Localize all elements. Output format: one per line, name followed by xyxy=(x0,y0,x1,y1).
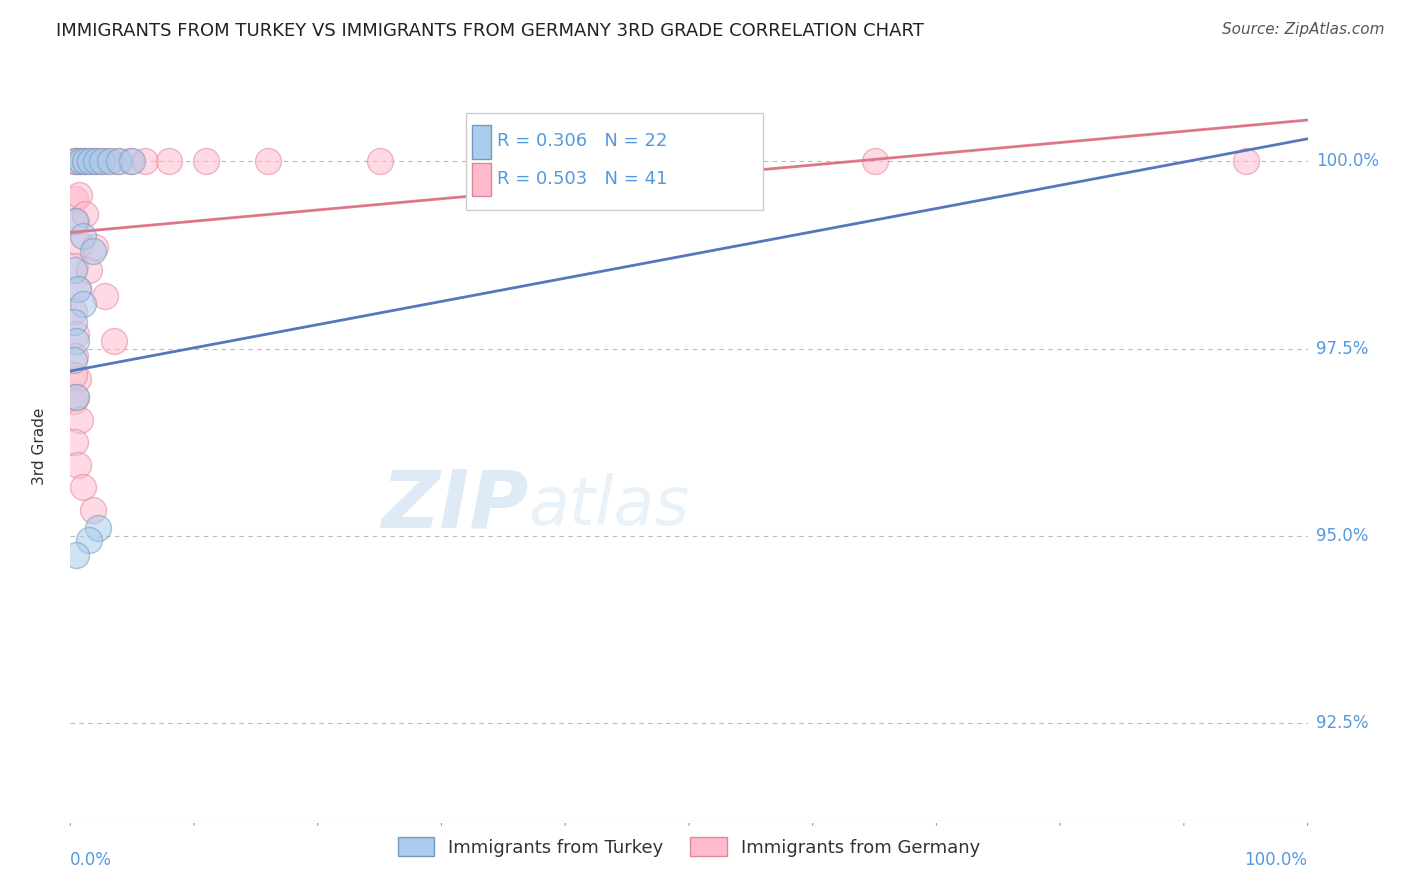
Point xyxy=(368,154,391,169)
Point xyxy=(72,480,94,494)
Point xyxy=(121,154,143,169)
Text: R = 0.306   N = 22: R = 0.306 N = 22 xyxy=(498,132,668,150)
Point xyxy=(98,154,121,169)
Point xyxy=(77,533,100,547)
Point xyxy=(63,315,86,329)
Point xyxy=(863,154,886,169)
Text: 92.5%: 92.5% xyxy=(1316,714,1368,732)
FancyBboxPatch shape xyxy=(472,125,491,159)
Point xyxy=(67,188,90,202)
Point xyxy=(75,207,97,221)
Point xyxy=(66,371,89,385)
Point xyxy=(72,296,94,310)
Point xyxy=(105,154,128,169)
Point xyxy=(103,334,125,348)
Text: atlas: atlas xyxy=(529,473,689,539)
Point xyxy=(84,240,107,254)
FancyBboxPatch shape xyxy=(467,112,763,210)
Point xyxy=(157,154,180,169)
Point xyxy=(65,259,87,273)
Text: R = 0.503   N = 41: R = 0.503 N = 41 xyxy=(498,169,668,187)
Point xyxy=(63,394,86,409)
Point xyxy=(86,521,108,535)
Point xyxy=(195,154,218,169)
Point xyxy=(107,154,129,169)
Point xyxy=(65,390,87,404)
Point xyxy=(554,154,576,169)
Point xyxy=(82,244,104,259)
Point xyxy=(66,282,89,296)
Point xyxy=(65,214,87,228)
Point xyxy=(65,154,87,169)
Text: 97.5%: 97.5% xyxy=(1316,340,1368,358)
Point xyxy=(96,154,118,169)
Point xyxy=(69,154,91,169)
Point xyxy=(82,502,104,516)
Point xyxy=(77,154,100,169)
Legend: Immigrants from Turkey, Immigrants from Germany: Immigrants from Turkey, Immigrants from … xyxy=(391,830,987,864)
Text: 95.0%: 95.0% xyxy=(1316,527,1368,545)
Point xyxy=(63,368,86,382)
Point xyxy=(65,548,87,562)
Point xyxy=(84,154,107,169)
Point xyxy=(66,282,89,296)
Point xyxy=(65,435,87,450)
Point xyxy=(69,413,91,427)
Text: Source: ZipAtlas.com: Source: ZipAtlas.com xyxy=(1222,22,1385,37)
Point xyxy=(79,154,101,169)
Text: ZIP: ZIP xyxy=(381,467,529,545)
Point xyxy=(75,154,97,169)
Point xyxy=(134,154,156,169)
Point xyxy=(77,263,100,277)
Point xyxy=(66,458,89,472)
Point xyxy=(65,349,87,363)
Point xyxy=(72,229,94,244)
Point xyxy=(70,154,93,169)
Point xyxy=(63,154,86,169)
Point xyxy=(65,390,87,404)
Point xyxy=(65,214,87,228)
Point xyxy=(63,352,86,367)
Point xyxy=(65,334,87,348)
Text: 100.0%: 100.0% xyxy=(1316,153,1379,170)
Point xyxy=(91,154,114,169)
Point xyxy=(69,236,91,251)
Point xyxy=(73,154,96,169)
Point xyxy=(1234,154,1257,169)
Text: 0.0%: 0.0% xyxy=(70,851,112,869)
Point xyxy=(83,154,105,169)
Point xyxy=(63,304,86,318)
Point xyxy=(65,326,87,341)
Text: IMMIGRANTS FROM TURKEY VS IMMIGRANTS FROM GERMANY 3RD GRADE CORRELATION CHART: IMMIGRANTS FROM TURKEY VS IMMIGRANTS FRO… xyxy=(56,22,924,40)
Point xyxy=(63,263,86,277)
Text: 100.0%: 100.0% xyxy=(1244,851,1308,869)
Point xyxy=(257,154,280,169)
FancyBboxPatch shape xyxy=(472,162,491,196)
Text: 3rd Grade: 3rd Grade xyxy=(32,408,46,484)
Point xyxy=(94,289,117,303)
Point xyxy=(118,154,141,169)
Point xyxy=(65,192,87,206)
Point xyxy=(89,154,111,169)
Point xyxy=(65,154,87,169)
